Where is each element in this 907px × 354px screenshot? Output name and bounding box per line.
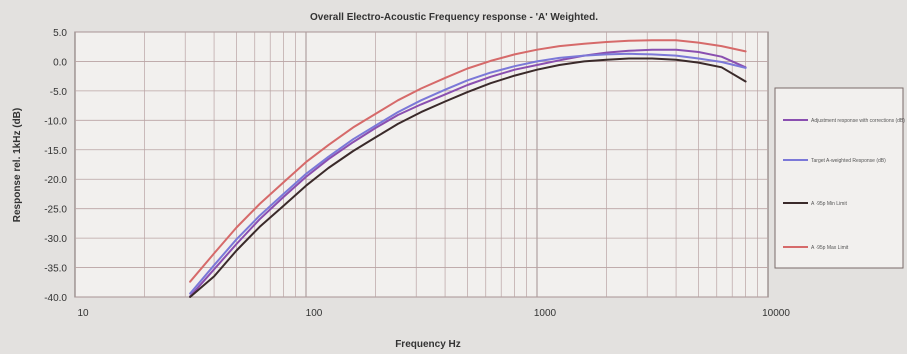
y-tick-label: 5.0 — [53, 28, 67, 39]
y-tick-label: 0.0 — [53, 57, 67, 68]
y-tick-label: -15.0 — [44, 146, 67, 157]
x-axis-title: Frequency Hz — [395, 339, 461, 350]
series-line-1 — [189, 48, 747, 298]
y-tick-label: -35.0 — [44, 264, 67, 275]
y-tick-label: -40.0 — [44, 293, 67, 304]
legend-label: A ·95p Min Limit — [811, 201, 847, 207]
legend-box — [774, 87, 904, 269]
series-line-3 — [189, 57, 747, 298]
x-tick-label: 10 — [77, 308, 89, 319]
y-tick-label: -10.0 — [44, 116, 67, 127]
tick-labels: 5.0 0.0 -5.0 -10.0 -15.0 -20.0 -25.0 -30.0 -35.0… — [44, 28, 790, 319]
data-series — [189, 39, 747, 298]
legend-label: A ·95p Max Limit — [811, 245, 849, 251]
legend-label: Target A-weighted Response (dB) — [811, 158, 886, 164]
y-axis-title: Response rel. 1kHz (dB) — [12, 108, 23, 222]
series-line-4 — [189, 39, 747, 283]
legend-label: Adjustment response with corrections (dB… — [811, 118, 905, 124]
chart-title: Overall Electro-Acoustic Frequency respo… — [310, 12, 598, 23]
plot-area — [74, 31, 769, 298]
x-tick-label: 1000 — [534, 308, 557, 319]
legend: Adjustment response with corrections (dB… — [783, 118, 905, 251]
series-line-2 — [189, 52, 747, 295]
grid-lines — [75, 31, 768, 298]
y-tick-label: -30.0 — [44, 234, 67, 245]
x-tick-label: 100 — [306, 308, 323, 319]
y-tick-label: -20.0 — [44, 175, 67, 186]
y-tick-label: -25.0 — [44, 205, 67, 216]
x-tick-label: 10000 — [762, 308, 790, 319]
y-tick-label: -5.0 — [50, 87, 68, 98]
